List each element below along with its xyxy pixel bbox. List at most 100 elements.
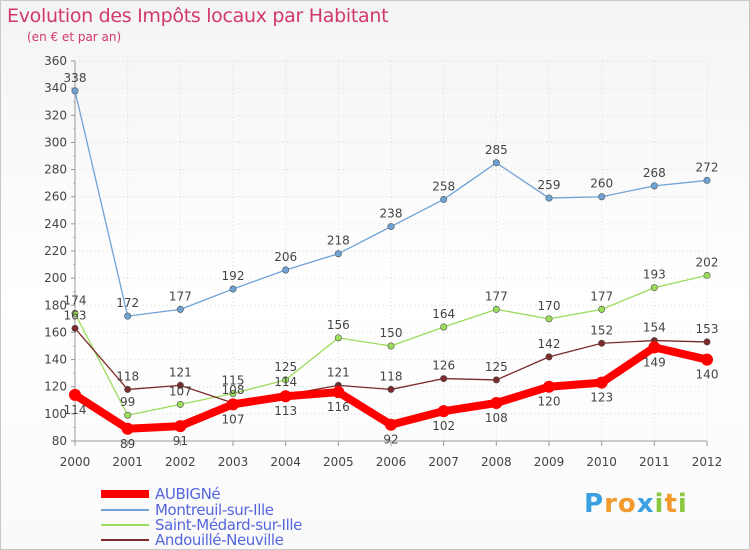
legend-label: Andouillé-Neuville (155, 531, 284, 549)
data-point (71, 309, 79, 317)
data-label: 149 (643, 355, 666, 369)
x-tick-label: 2003 (218, 455, 249, 469)
series-line (74, 90, 708, 317)
data-label: 238 (380, 207, 403, 221)
legend-item-montreuil: Montreuil-sur-Ille (101, 501, 274, 519)
data-label: 107 (222, 412, 245, 426)
data-point (492, 376, 500, 384)
y-tick-label: 180 (44, 298, 67, 312)
x-tick-label: 2006 (376, 455, 407, 469)
x-tick-label: 2004 (270, 455, 301, 469)
data-point (124, 385, 132, 393)
x-tick-label: 2009 (534, 455, 565, 469)
data-labels: 338 172 177 192 206 218 238 258 285 259 260 268 272 1… (64, 71, 719, 451)
data-point (598, 193, 606, 201)
logo-letter: t (664, 489, 678, 519)
y-tick-label: 140 (44, 353, 67, 367)
data-label: 121 (327, 365, 350, 379)
data-point (545, 315, 553, 323)
data-point (703, 176, 711, 184)
data-point (387, 223, 395, 231)
logo-letter: i (677, 489, 688, 519)
data-label: 177 (590, 289, 613, 303)
data-label: 285 (485, 143, 508, 157)
axes (71, 60, 708, 446)
data-label: 177 (485, 289, 508, 303)
data-label: 156 (327, 318, 350, 332)
data-label: 338 (64, 71, 87, 85)
logo-letter: r (604, 489, 618, 519)
data-point (334, 334, 342, 342)
data-label: 260 (590, 177, 613, 191)
x-tick-label: 2001 (112, 455, 143, 469)
data-label: 114 (274, 375, 297, 389)
data-point (385, 418, 397, 431)
data-point (176, 400, 184, 408)
data-label: 116 (327, 400, 350, 414)
logo-letter: i (654, 489, 665, 519)
legend-label: Montreuil-sur-Ille (155, 501, 274, 519)
x-tick-label: 2008 (481, 455, 512, 469)
data-point (332, 386, 345, 399)
data-point (492, 305, 500, 313)
data-point (71, 324, 79, 332)
y-tick-label: 240 (44, 217, 67, 231)
data-label: 115 (222, 374, 245, 388)
data-point (703, 338, 711, 346)
data-label: 142 (538, 337, 561, 351)
data-label: 258 (432, 179, 455, 193)
x-tick-label: 2005 (323, 455, 354, 469)
data-point (71, 87, 79, 95)
data-label: 125 (485, 360, 508, 374)
logo-letter: P (584, 489, 605, 519)
chart-title: Evolution des Impôts locaux par Habitant (7, 5, 389, 27)
data-point (176, 305, 184, 313)
data-label: 170 (538, 299, 561, 313)
y-tick-label: 280 (44, 163, 67, 177)
data-label: 89 (120, 437, 135, 451)
data-label: 154 (643, 321, 666, 335)
y-tick-label: 300 (44, 135, 67, 149)
data-point (598, 305, 606, 313)
data-point (703, 271, 711, 279)
data-label: 107 (169, 384, 192, 398)
data-point (440, 375, 448, 383)
data-point (648, 341, 661, 354)
y-tick-label: 120 (44, 380, 67, 394)
x-tick-label: 2010 (586, 455, 617, 469)
data-point (227, 398, 239, 411)
data-label: 91 (173, 434, 188, 448)
legend-swatch (101, 524, 149, 526)
data-label: 121 (169, 365, 192, 379)
data-point (174, 420, 187, 433)
chart-subtitle: (en € et par an) (27, 30, 122, 44)
data-label: 113 (274, 404, 297, 418)
series-points (69, 87, 713, 435)
data-point (701, 353, 713, 366)
legend-swatch (101, 539, 149, 541)
x-tick-label: 2000 (60, 455, 91, 469)
x-tick-labels: 2000 2001 2002 2003 2004 2005 2006 2007 2008 2009… (60, 455, 723, 469)
data-point (282, 266, 290, 274)
data-point (387, 385, 395, 393)
data-label: 164 (432, 307, 455, 321)
legend-swatch (101, 509, 149, 511)
legend-label: AUBIGNé (155, 485, 221, 503)
data-label: 177 (169, 289, 192, 303)
y-tick-label: 320 (44, 108, 67, 122)
data-label: 118 (380, 369, 403, 383)
data-point (176, 381, 184, 389)
data-label: 259 (538, 178, 561, 192)
data-label: 118 (116, 369, 139, 383)
data-point (387, 342, 395, 350)
data-point (543, 380, 555, 393)
x-tick-label: 2002 (165, 455, 196, 469)
data-label: 140 (696, 368, 719, 382)
data-point (282, 376, 290, 384)
data-label: 163 (64, 308, 87, 322)
data-label: 152 (590, 323, 613, 337)
data-point (650, 284, 658, 292)
logo-letter: o (617, 489, 637, 519)
data-point (334, 250, 342, 258)
